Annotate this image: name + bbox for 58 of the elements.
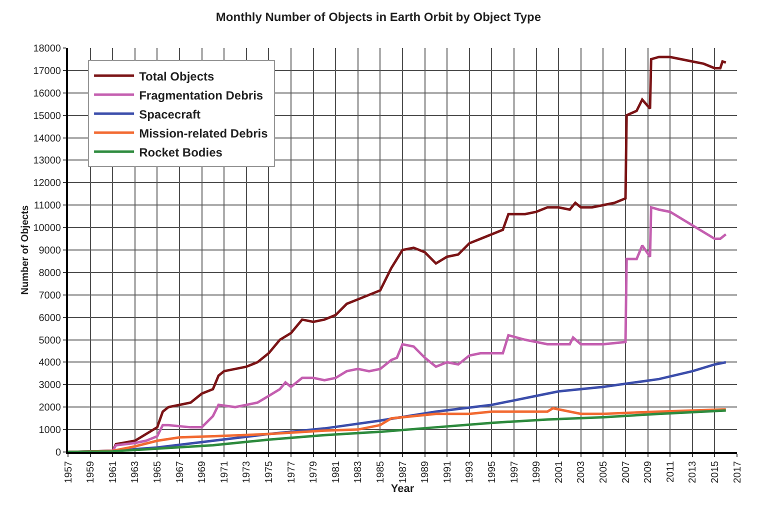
x-tick-label: 1959 — [86, 460, 97, 484]
x-tick-label: 1969 — [197, 460, 208, 484]
x-tick-label: 1989 — [420, 460, 432, 484]
legend-label: Spacecraft — [139, 107, 200, 122]
y-tick-label: 10000 — [33, 223, 62, 234]
x-tick-label: 2017 — [732, 460, 744, 484]
x-tick-label: 1963 — [130, 460, 142, 484]
y-tick-label: 5000 — [38, 335, 62, 346]
x-tick-label: 1999 — [532, 460, 543, 484]
y-tick-label: 17000 — [33, 66, 62, 77]
chart-title: Monthly Number of Objects in Earth Orbit by Object Type — [216, 10, 542, 24]
x-tick-label: 1985 — [375, 460, 386, 484]
x-tick-label: 2007 — [620, 460, 632, 484]
y-tick-label: 7000 — [38, 290, 62, 302]
y-tick-label: 11000 — [34, 200, 62, 212]
y-tick-label: 6000 — [38, 312, 62, 324]
x-tick-label: 2005 — [598, 460, 610, 484]
x-tick-label: 1981 — [330, 460, 342, 484]
x-tick-label: 1987 — [398, 460, 409, 484]
y-tick-label: 12000 — [33, 178, 62, 190]
x-tick-label: 1993 — [464, 460, 476, 484]
x-tick-label: 1975 — [264, 460, 275, 484]
y-tick-label: 4000 — [38, 358, 62, 369]
x-tick-label: 1973 — [242, 460, 253, 484]
x-tick-label: 2013 — [688, 460, 699, 484]
y-tick-label: 1000 — [38, 425, 62, 436]
y-tick-label: 9000 — [38, 246, 62, 256]
y-tick-label: 8000 — [38, 268, 62, 279]
y-axis-title: Number of Objects — [20, 204, 32, 295]
y-tick-label: 18000 — [33, 44, 62, 54]
x-tick-label: 1995 — [486, 460, 498, 484]
x-tick-label: 1977 — [286, 460, 298, 484]
legend-label: Mission-related Debris — [139, 126, 268, 140]
y-tick-label: 2000 — [38, 402, 62, 414]
x-tick-label: 1967 — [174, 460, 186, 484]
x-tick-label: 1957 — [63, 460, 74, 484]
x-tick-label: 1991 — [442, 460, 454, 484]
y-tick-label: 14000 — [33, 133, 62, 144]
y-tick-label: 16000 — [33, 88, 62, 100]
x-tick-label: 1965 — [152, 460, 164, 484]
x-tick-label: 1979 — [308, 460, 320, 484]
y-tick-label: 15000 — [33, 110, 62, 122]
x-tick-label: 1997 — [509, 460, 520, 484]
y-tick-label: 0 — [55, 448, 62, 458]
x-tick-label: 2011 — [665, 460, 676, 483]
legend-label: Total Objects — [139, 69, 215, 84]
x-tick-label: 2009 — [643, 460, 654, 484]
x-tick-label: 2015 — [710, 460, 721, 484]
y-tick-label: 3000 — [38, 380, 62, 392]
legend-label: Rocket Bodies — [139, 145, 223, 160]
y-tick-label: 13000 — [33, 156, 62, 167]
x-tick-label: 2003 — [576, 460, 588, 484]
x-tick-label: 2001 — [554, 460, 565, 484]
legend-label: Fragmentation Debris — [139, 88, 264, 102]
x-axis-title: Year — [390, 483, 415, 496]
x-tick-label: 1971 — [219, 460, 230, 484]
x-tick-label: 1961 — [108, 460, 119, 484]
x-tick-label: 1983 — [353, 460, 364, 484]
